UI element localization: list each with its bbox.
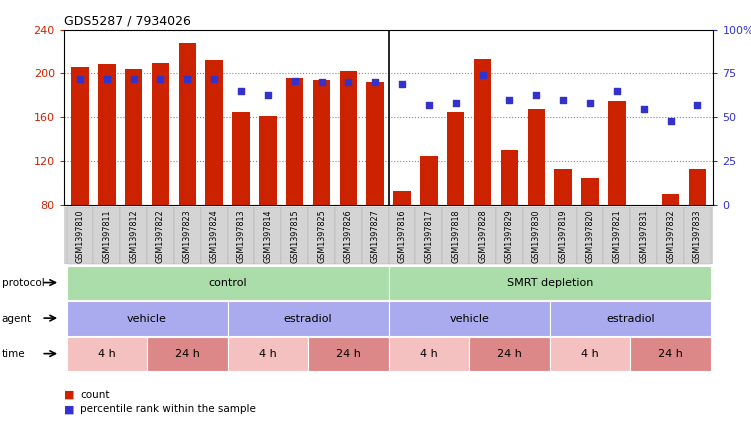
Bar xyxy=(313,80,330,293)
Text: GSM1397827: GSM1397827 xyxy=(371,209,380,263)
Text: GSM1397826: GSM1397826 xyxy=(344,209,353,263)
Bar xyxy=(474,59,491,293)
Text: GSM1397828: GSM1397828 xyxy=(478,209,487,263)
Text: GSM1397820: GSM1397820 xyxy=(586,209,595,263)
Text: GSM1397817: GSM1397817 xyxy=(424,209,433,263)
Text: count: count xyxy=(80,390,110,400)
Bar xyxy=(366,82,384,293)
Bar xyxy=(689,169,706,293)
Point xyxy=(181,75,193,82)
Text: GSM1397814: GSM1397814 xyxy=(264,209,273,263)
Point xyxy=(101,75,113,82)
Bar xyxy=(152,63,169,293)
Text: GSM1397824: GSM1397824 xyxy=(210,209,219,263)
Text: percentile rank within the sample: percentile rank within the sample xyxy=(80,404,256,415)
Text: 24 h: 24 h xyxy=(175,349,200,359)
Text: ■: ■ xyxy=(64,390,74,400)
Text: GSM1397833: GSM1397833 xyxy=(693,209,702,263)
Text: GSM1397815: GSM1397815 xyxy=(290,209,299,263)
Text: 24 h: 24 h xyxy=(658,349,683,359)
Text: time: time xyxy=(2,349,25,359)
Point xyxy=(74,75,86,82)
Text: estradiol: estradiol xyxy=(284,313,333,324)
Bar xyxy=(286,78,303,293)
Text: SMRT depletion: SMRT depletion xyxy=(506,278,593,288)
Point xyxy=(450,100,462,107)
Bar xyxy=(527,109,545,293)
Text: GSM1397818: GSM1397818 xyxy=(451,209,460,263)
Bar xyxy=(501,150,518,293)
Bar xyxy=(420,156,438,293)
Point xyxy=(208,75,220,82)
Bar xyxy=(98,63,116,293)
Bar xyxy=(394,191,411,293)
Bar xyxy=(447,112,464,293)
Text: GSM1397831: GSM1397831 xyxy=(639,209,648,263)
Text: GSM1397832: GSM1397832 xyxy=(666,209,675,263)
Point xyxy=(638,105,650,112)
Point xyxy=(423,102,435,108)
Text: GSM1397819: GSM1397819 xyxy=(559,209,568,263)
Text: GSM1397830: GSM1397830 xyxy=(532,209,541,263)
Text: GDS5287 / 7934026: GDS5287 / 7934026 xyxy=(64,15,191,28)
Bar xyxy=(581,178,599,293)
Point xyxy=(477,72,489,79)
Bar xyxy=(71,67,89,293)
Text: GSM1397816: GSM1397816 xyxy=(397,209,406,263)
Text: GSM1397813: GSM1397813 xyxy=(237,209,246,263)
Point xyxy=(530,91,542,98)
Bar xyxy=(259,116,276,293)
Text: control: control xyxy=(208,278,247,288)
Text: 4 h: 4 h xyxy=(581,349,599,359)
Text: estradiol: estradiol xyxy=(606,313,655,324)
Text: protocol: protocol xyxy=(2,278,44,288)
Text: GSM1397822: GSM1397822 xyxy=(156,209,165,263)
Bar xyxy=(206,60,223,293)
Text: GSM1397810: GSM1397810 xyxy=(75,209,84,263)
Point xyxy=(262,91,274,98)
Text: 24 h: 24 h xyxy=(497,349,522,359)
Point xyxy=(503,96,515,103)
Point xyxy=(611,88,623,94)
Point xyxy=(396,81,408,88)
Point xyxy=(235,88,247,94)
Text: 4 h: 4 h xyxy=(98,349,116,359)
Point xyxy=(128,75,140,82)
Bar xyxy=(125,69,143,293)
Point xyxy=(288,77,300,84)
Bar xyxy=(339,71,357,293)
Text: 24 h: 24 h xyxy=(336,349,360,359)
Text: GSM1397829: GSM1397829 xyxy=(505,209,514,263)
Bar xyxy=(635,240,653,293)
Bar xyxy=(608,101,626,293)
Bar xyxy=(554,169,572,293)
Text: GSM1397825: GSM1397825 xyxy=(317,209,326,263)
Bar xyxy=(232,112,250,293)
Text: 4 h: 4 h xyxy=(420,349,438,359)
Text: GSM1397821: GSM1397821 xyxy=(612,209,621,263)
Point xyxy=(665,118,677,124)
Point xyxy=(557,96,569,103)
Text: GSM1397811: GSM1397811 xyxy=(102,209,111,263)
Point xyxy=(342,79,354,86)
Point xyxy=(155,75,167,82)
Point xyxy=(692,102,704,108)
Point xyxy=(369,79,382,86)
Point xyxy=(584,100,596,107)
Text: ■: ■ xyxy=(64,404,74,415)
Text: 4 h: 4 h xyxy=(259,349,276,359)
Point xyxy=(315,79,327,86)
Text: GSM1397812: GSM1397812 xyxy=(129,209,138,263)
Bar xyxy=(662,194,679,293)
Text: vehicle: vehicle xyxy=(127,313,167,324)
Text: agent: agent xyxy=(2,313,32,324)
Bar xyxy=(179,43,196,293)
Text: vehicle: vehicle xyxy=(449,313,489,324)
Text: GSM1397823: GSM1397823 xyxy=(182,209,192,263)
